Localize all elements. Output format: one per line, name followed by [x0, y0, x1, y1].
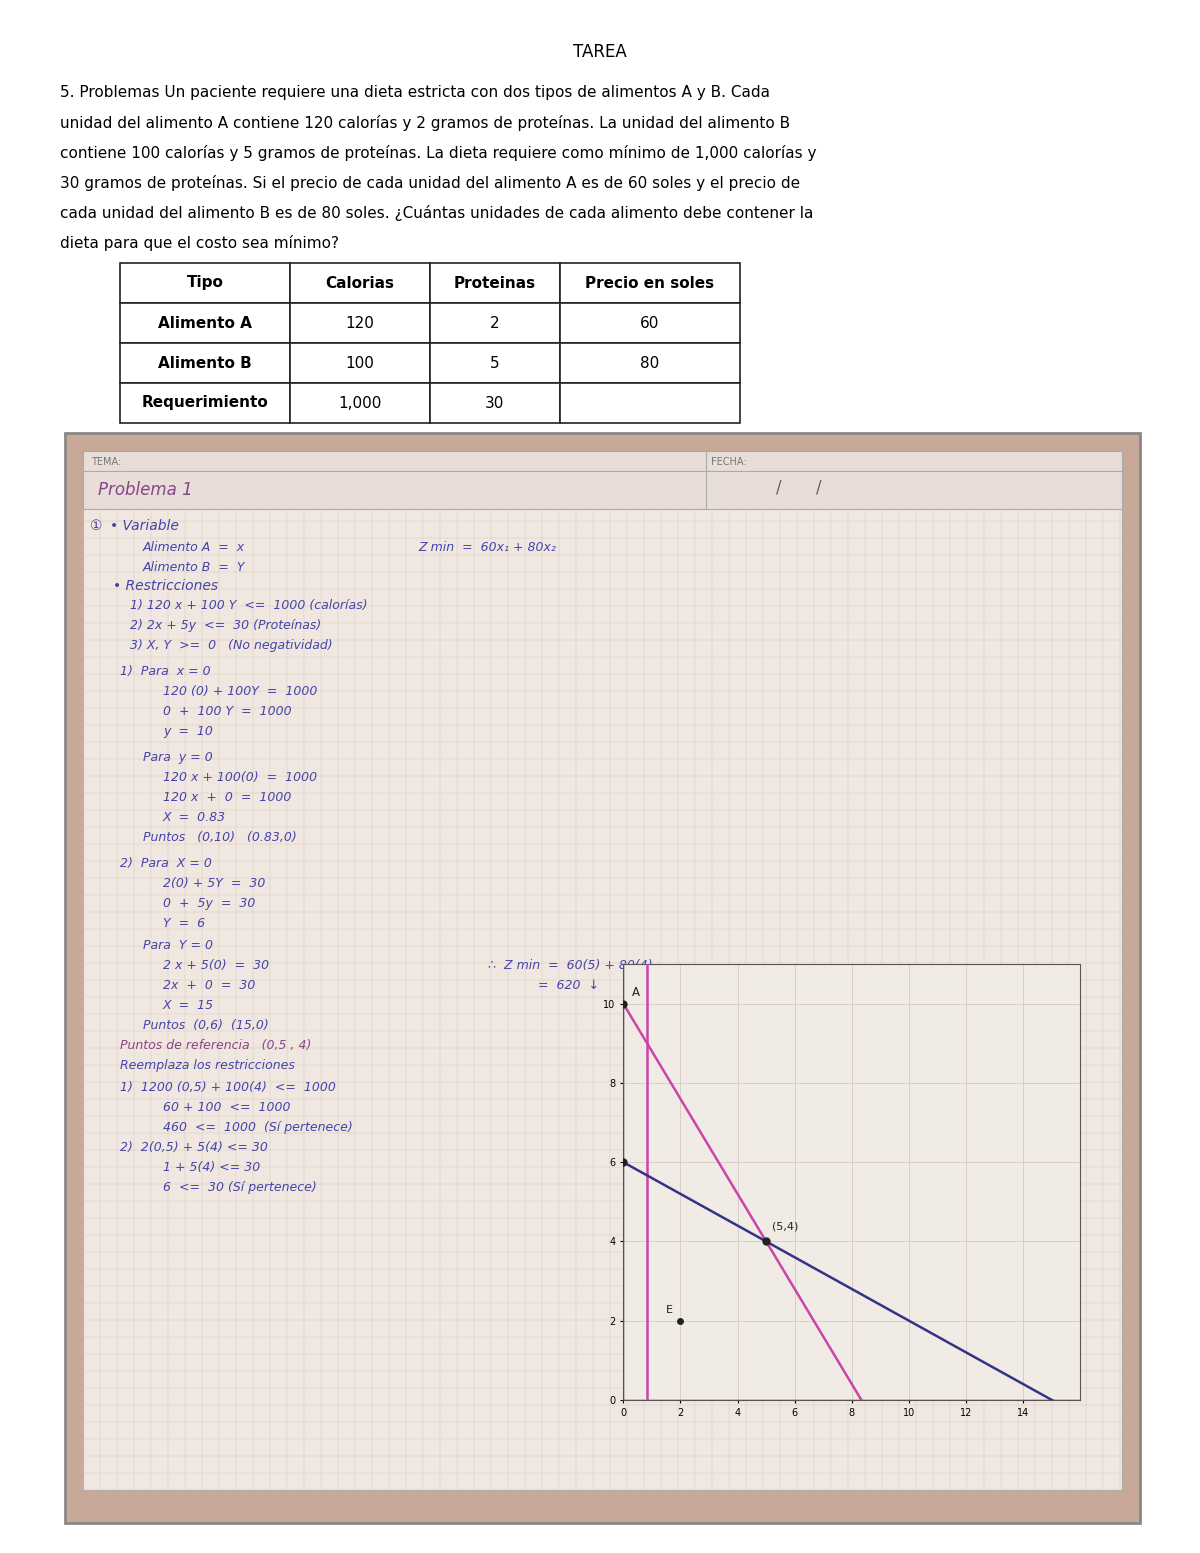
- Text: A: A: [632, 986, 640, 999]
- Text: =  620  ↓: = 620 ↓: [538, 978, 599, 992]
- Text: TAREA: TAREA: [574, 43, 626, 61]
- Text: TEMA:: TEMA:: [91, 457, 121, 467]
- Text: 120 (0) + 100Y  =  1000: 120 (0) + 100Y = 1000: [163, 685, 317, 697]
- Bar: [430, 384, 560, 422]
- Text: 60 + 100  <=  1000: 60 + 100 <= 1000: [163, 1101, 290, 1114]
- Text: Y  =  6: Y = 6: [163, 916, 205, 930]
- Text: Puntos   (0,10)   (0.83,0): Puntos (0,10) (0.83,0): [143, 831, 296, 843]
- Text: /: /: [816, 478, 822, 497]
- Text: • Variable: • Variable: [110, 519, 179, 533]
- Text: 2) 2x + 5y  <=  30 (Proteínas): 2) 2x + 5y <= 30 (Proteínas): [130, 620, 322, 632]
- Text: unidad del alimento A contiene 120 calorías y 2 gramos de proteínas. La unidad d: unidad del alimento A contiene 120 calor…: [60, 115, 790, 130]
- Text: 120: 120: [346, 315, 374, 331]
- Text: 1) 120 x + 100 Y  <=  1000 (calorías): 1) 120 x + 100 Y <= 1000 (calorías): [130, 599, 367, 612]
- Text: 2x  +  0  =  30: 2x + 0 = 30: [163, 978, 256, 992]
- Text: 0  +  5y  =  30: 0 + 5y = 30: [163, 898, 256, 910]
- Text: y  =  10: y = 10: [163, 725, 212, 738]
- Text: dieta para que el costo sea mínimo?: dieta para que el costo sea mínimo?: [60, 235, 340, 252]
- Text: Z min  =  60x₁ + 80x₂: Z min = 60x₁ + 80x₂: [418, 540, 556, 554]
- Text: /: /: [776, 478, 782, 497]
- Text: • Restricciones: • Restricciones: [113, 579, 218, 593]
- Text: FECHA:: FECHA:: [712, 457, 748, 467]
- Text: X  =  0.83: X = 0.83: [163, 811, 226, 825]
- Bar: [120, 262, 290, 303]
- Bar: [430, 343, 560, 384]
- Bar: [65, 433, 1140, 1523]
- Bar: [560, 384, 740, 422]
- Text: ①: ①: [90, 519, 102, 533]
- Text: 460  <=  1000  (Sí pertenece): 460 <= 1000 (Sí pertenece): [163, 1121, 353, 1134]
- Bar: [290, 343, 430, 384]
- Text: 6  <=  30 (Sí pertenece): 6 <= 30 (Sí pertenece): [163, 1180, 317, 1194]
- Text: E: E: [666, 1305, 673, 1315]
- Text: 3) X, Y  >=  0   (No negatividad): 3) X, Y >= 0 (No negatividad): [130, 638, 332, 652]
- Bar: [560, 262, 740, 303]
- Text: Reemplaza los restricciones: Reemplaza los restricciones: [120, 1059, 295, 1072]
- Text: 1,000: 1,000: [338, 396, 382, 410]
- Bar: [83, 450, 1122, 1489]
- Text: 2: 2: [490, 315, 500, 331]
- Text: Puntos de referencia   (0,5 , 4): Puntos de referencia (0,5 , 4): [120, 1039, 311, 1051]
- Bar: [83, 450, 1122, 509]
- Text: 2(0) + 5Y  =  30: 2(0) + 5Y = 30: [163, 877, 265, 890]
- Bar: [430, 303, 560, 343]
- Text: 30: 30: [485, 396, 505, 410]
- Text: 2)  Para  X = 0: 2) Para X = 0: [120, 857, 212, 870]
- Text: 5: 5: [490, 356, 500, 371]
- Text: 1)  1200 (0,5) + 100(4)  <=  1000: 1) 1200 (0,5) + 100(4) <= 1000: [120, 1081, 336, 1093]
- Text: Calorias: Calorias: [325, 275, 395, 290]
- Bar: [290, 303, 430, 343]
- Bar: [120, 303, 290, 343]
- Text: X  =  15: X = 15: [163, 999, 214, 1013]
- Text: Requerimiento: Requerimiento: [142, 396, 269, 410]
- Text: 100: 100: [346, 356, 374, 371]
- Text: Alimento A: Alimento A: [158, 315, 252, 331]
- Text: 2)  2(0,5) + 5(4) <= 30: 2) 2(0,5) + 5(4) <= 30: [120, 1141, 268, 1154]
- Bar: [290, 262, 430, 303]
- Text: Alimento B  =  Y: Alimento B = Y: [143, 561, 246, 575]
- Bar: [560, 303, 740, 343]
- Text: Problema 1: Problema 1: [98, 481, 193, 499]
- Text: 30 gramos de proteínas. Si el precio de cada unidad del alimento A es de 60 sole: 30 gramos de proteínas. Si el precio de …: [60, 175, 800, 191]
- Text: 80: 80: [641, 356, 660, 371]
- Text: cada unidad del alimento B es de 80 soles. ¿Cuántas unidades de cada alimento de: cada unidad del alimento B es de 80 sole…: [60, 205, 814, 221]
- Text: 2 x + 5(0)  =  30: 2 x + 5(0) = 30: [163, 960, 269, 972]
- Text: contiene 100 calorías y 5 gramos de proteínas. La dieta requiere como mínimo de : contiene 100 calorías y 5 gramos de prot…: [60, 144, 816, 162]
- Text: Para  Y = 0: Para Y = 0: [143, 940, 214, 952]
- Text: 1 + 5(4) <= 30: 1 + 5(4) <= 30: [163, 1162, 260, 1174]
- Text: Alimento A  =  x: Alimento A = x: [143, 540, 245, 554]
- Text: Proteinas: Proteinas: [454, 275, 536, 290]
- Text: Alimento B: Alimento B: [158, 356, 252, 371]
- Bar: [560, 343, 740, 384]
- Text: 0  +  100 Y  =  1000: 0 + 100 Y = 1000: [163, 705, 292, 717]
- Text: Tipo: Tipo: [186, 275, 223, 290]
- Text: ∴  Z min  =  60(5) + 80(4): ∴ Z min = 60(5) + 80(4): [488, 960, 653, 972]
- Text: Puntos  (0,6)  (15,0): Puntos (0,6) (15,0): [143, 1019, 269, 1033]
- Text: (5,4): (5,4): [772, 1222, 798, 1232]
- Bar: [120, 384, 290, 422]
- Bar: [430, 262, 560, 303]
- Text: 60: 60: [641, 315, 660, 331]
- Text: 1)  Para  x = 0: 1) Para x = 0: [120, 665, 211, 679]
- Bar: [290, 384, 430, 422]
- Text: 120 x  +  0  =  1000: 120 x + 0 = 1000: [163, 790, 292, 804]
- Text: 5. Problemas Un paciente requiere una dieta estricta con dos tipos de alimentos : 5. Problemas Un paciente requiere una di…: [60, 85, 770, 99]
- Text: Precio en soles: Precio en soles: [586, 275, 714, 290]
- Bar: [120, 343, 290, 384]
- Text: Para  y = 0: Para y = 0: [143, 752, 212, 764]
- Text: 120 x + 100(0)  =  1000: 120 x + 100(0) = 1000: [163, 770, 317, 784]
